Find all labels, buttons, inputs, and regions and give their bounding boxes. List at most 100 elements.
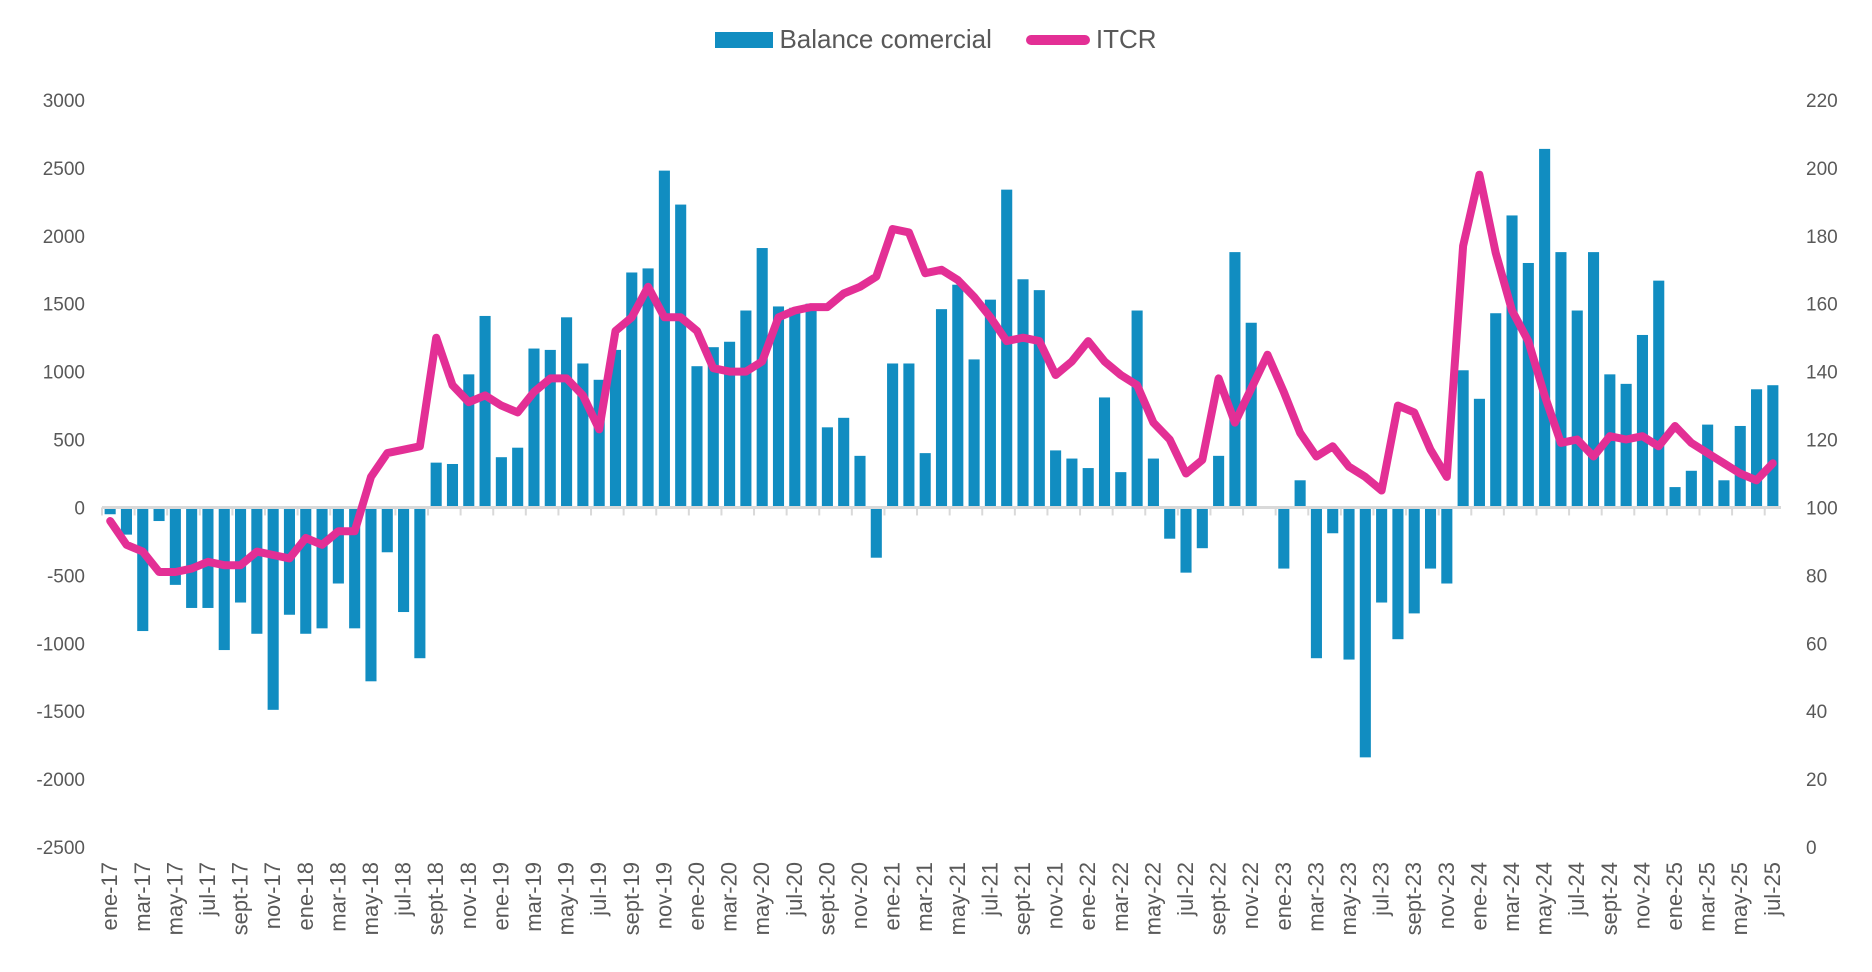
y-left-tick-label: 1500 [43,295,85,316]
bar-jul-21 [984,299,996,508]
bar-jun-23 [1359,507,1371,758]
x-tick-label: may-23 [1336,862,1361,935]
bar-oct-22 [1229,252,1241,508]
bar-ago-23 [1392,507,1404,640]
bar-ene-23 [1278,507,1290,569]
legend-item-itcr[interactable]: ITCR [1025,24,1157,55]
bar-feb-18 [316,507,328,629]
bar-dic-20 [870,507,882,558]
x-tick-label: nov-23 [1434,862,1459,929]
bar-ene-18 [300,507,312,634]
x-tick-label: sept-19 [619,862,644,935]
y-right-tick-label: 40 [1806,702,1827,723]
x-tick-label: sept-23 [1401,862,1426,935]
bar-abr-23 [1327,507,1339,534]
bar-nov-22 [1245,322,1257,508]
x-tick-label: nov-21 [1043,862,1068,929]
y-right-tick-label: 220 [1806,91,1838,112]
bar-may-20 [756,248,768,508]
bar-jul-22 [1180,507,1192,573]
bar-ene-20 [691,366,703,508]
bar-feb-24 [1490,313,1502,508]
bar-may-24 [1539,148,1551,508]
bar-mar-21 [919,453,931,508]
x-tick-label: nov-17 [260,862,285,929]
y-left-tick-label: -2000 [36,770,85,791]
bar-nov-24 [1636,334,1648,508]
legend-line-swatch-icon [1025,34,1090,45]
y-right-tick-label: 140 [1806,363,1838,384]
bar-dic-24 [1653,280,1665,508]
x-tick-label: mar-17 [130,862,155,932]
x-tick-label: mar-21 [912,862,937,932]
bar-mar-18 [332,507,344,584]
bar-dic-18 [479,315,491,508]
y-left-tick-label: 3000 [43,91,85,112]
y-axis-left: 3000 2500 2000 1500 1000 500 0 -500 -1000 -1500 -2… [36,91,85,859]
x-tick-label: may-20 [749,862,774,935]
x-tick-label: mar-23 [1303,862,1328,932]
x-tick-label: sept-22 [1206,862,1231,935]
x-tick-label: mar-18 [325,862,350,932]
bar-feb-23 [1294,480,1306,508]
bar-may-21 [952,284,964,508]
x-tick-label: nov-19 [651,862,676,929]
bar-abr-19 [544,349,556,508]
bar-dic-23 [1457,370,1469,508]
x-tick-label: ene-22 [1075,862,1100,931]
bar-may-22 [1147,458,1159,508]
bar-jul-24 [1571,310,1583,508]
x-tick-label: sept-24 [1597,862,1622,935]
bar-jul-23 [1376,507,1388,603]
x-tick-label: jul-18 [391,862,416,917]
x-tick-label: ene-17 [97,862,122,931]
x-tick-label: ene-23 [1271,862,1296,931]
legend-label-balance: Balance comercial [779,24,992,54]
bar-ago-24 [1587,252,1600,508]
bar-sept-21 [1017,279,1029,508]
bar-ene-19 [495,457,507,508]
bar-feb-22 [1098,397,1111,508]
bar-jun-19 [577,363,589,508]
bar-mar-24 [1506,215,1518,508]
bar-mar-25 [1702,424,1714,508]
bar-abr-22 [1131,310,1143,508]
legend-item-balance[interactable]: Balance comercial [715,24,992,55]
bar-ago-21 [1001,189,1013,508]
x-tick-label: sept-18 [423,862,448,935]
y-left-tick-label: -1000 [36,634,85,655]
x-tick-label: sept-20 [814,862,839,935]
bar-may-25 [1734,425,1746,508]
x-tick-label: jul-25 [1760,862,1785,917]
bar-oct-17 [251,507,263,634]
bar-feb-20 [707,347,719,508]
y-left-tick-label: 2500 [43,159,85,180]
bar-oct-20 [838,417,850,508]
bar-may-19 [561,317,573,508]
bar-jul-18 [398,507,410,613]
y-right-tick-label: 160 [1806,295,1838,316]
x-tick-label: mar-22 [1108,862,1133,932]
x-tick-label: may-21 [945,862,970,935]
x-tick-label: jul-17 [195,862,220,917]
x-tick-label: may-19 [554,862,579,935]
y-right-tick-label: 20 [1806,770,1827,791]
bar-feb-17 [120,507,132,535]
x-tick-label: nov-18 [456,862,481,929]
y-left-tick-label: 2000 [43,227,85,248]
y-left-tick-label: 0 [74,498,85,519]
bar-abr-21 [935,309,948,508]
bar-nov-19 [658,170,670,508]
y-right-tick-label: 60 [1806,634,1827,655]
bar-mar-17 [137,507,149,632]
bar-ene-25 [1669,487,1681,508]
bar-sept-18 [430,462,442,508]
x-tick-label: may-18 [358,862,383,935]
bar-jun-22 [1164,507,1176,539]
bar-mar-22 [1115,472,1127,508]
x-tick-label: jul-21 [977,862,1002,917]
bar-nov-23 [1441,507,1453,584]
bar-nov-17 [267,507,279,710]
